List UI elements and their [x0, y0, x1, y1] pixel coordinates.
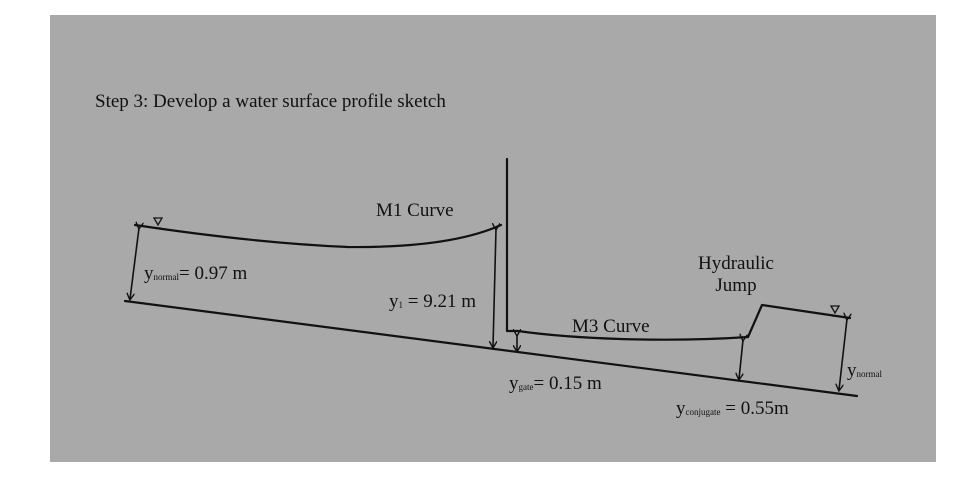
- m3-curve-label: M3 Curve: [572, 316, 650, 337]
- hydraulic-jump-label-line2: Jump: [715, 275, 757, 296]
- y1-label: y1 = 9.21 m: [389, 291, 476, 312]
- sluice-gate: [505, 157, 520, 333]
- y1-dimension-arrow: [493, 229, 496, 347]
- m3-curve-water-surface: [516, 329, 750, 341]
- y-normal-downstream-dimension-arrow: [839, 319, 847, 390]
- hydraulic-jump: [746, 303, 852, 339]
- y-normal-downstream-label: ynormal: [847, 360, 882, 381]
- diagram-title: Step 3: Develop a water surface profile …: [95, 91, 446, 112]
- hydraulic-jump-label: Hydraulic Jump: [698, 253, 774, 297]
- y-conjugate-label: yconjugate = 0.55m: [676, 398, 789, 419]
- diagram-panel: Step 3: Develop a water surface profile …: [50, 15, 936, 462]
- water-level-symbol-upstream: [152, 217, 164, 227]
- y-conjugate-dimension-arrow: [739, 340, 743, 379]
- y-normal-upstream-dimension-arrow: [130, 228, 139, 299]
- channel-bed: [123, 299, 859, 398]
- m1-curve-water-surface: [133, 223, 503, 249]
- water-level-symbol-downstream: [829, 305, 841, 315]
- y-normal-upstream-label: ynormal= 0.97 m: [144, 263, 248, 284]
- m1-curve-label: M1 Curve: [376, 200, 454, 221]
- water-surface-profile-diagram: [123, 157, 859, 398]
- y-gate-label: ygate= 0.15 m: [509, 373, 602, 394]
- hydraulic-jump-label-line1: Hydraulic: [698, 253, 774, 274]
